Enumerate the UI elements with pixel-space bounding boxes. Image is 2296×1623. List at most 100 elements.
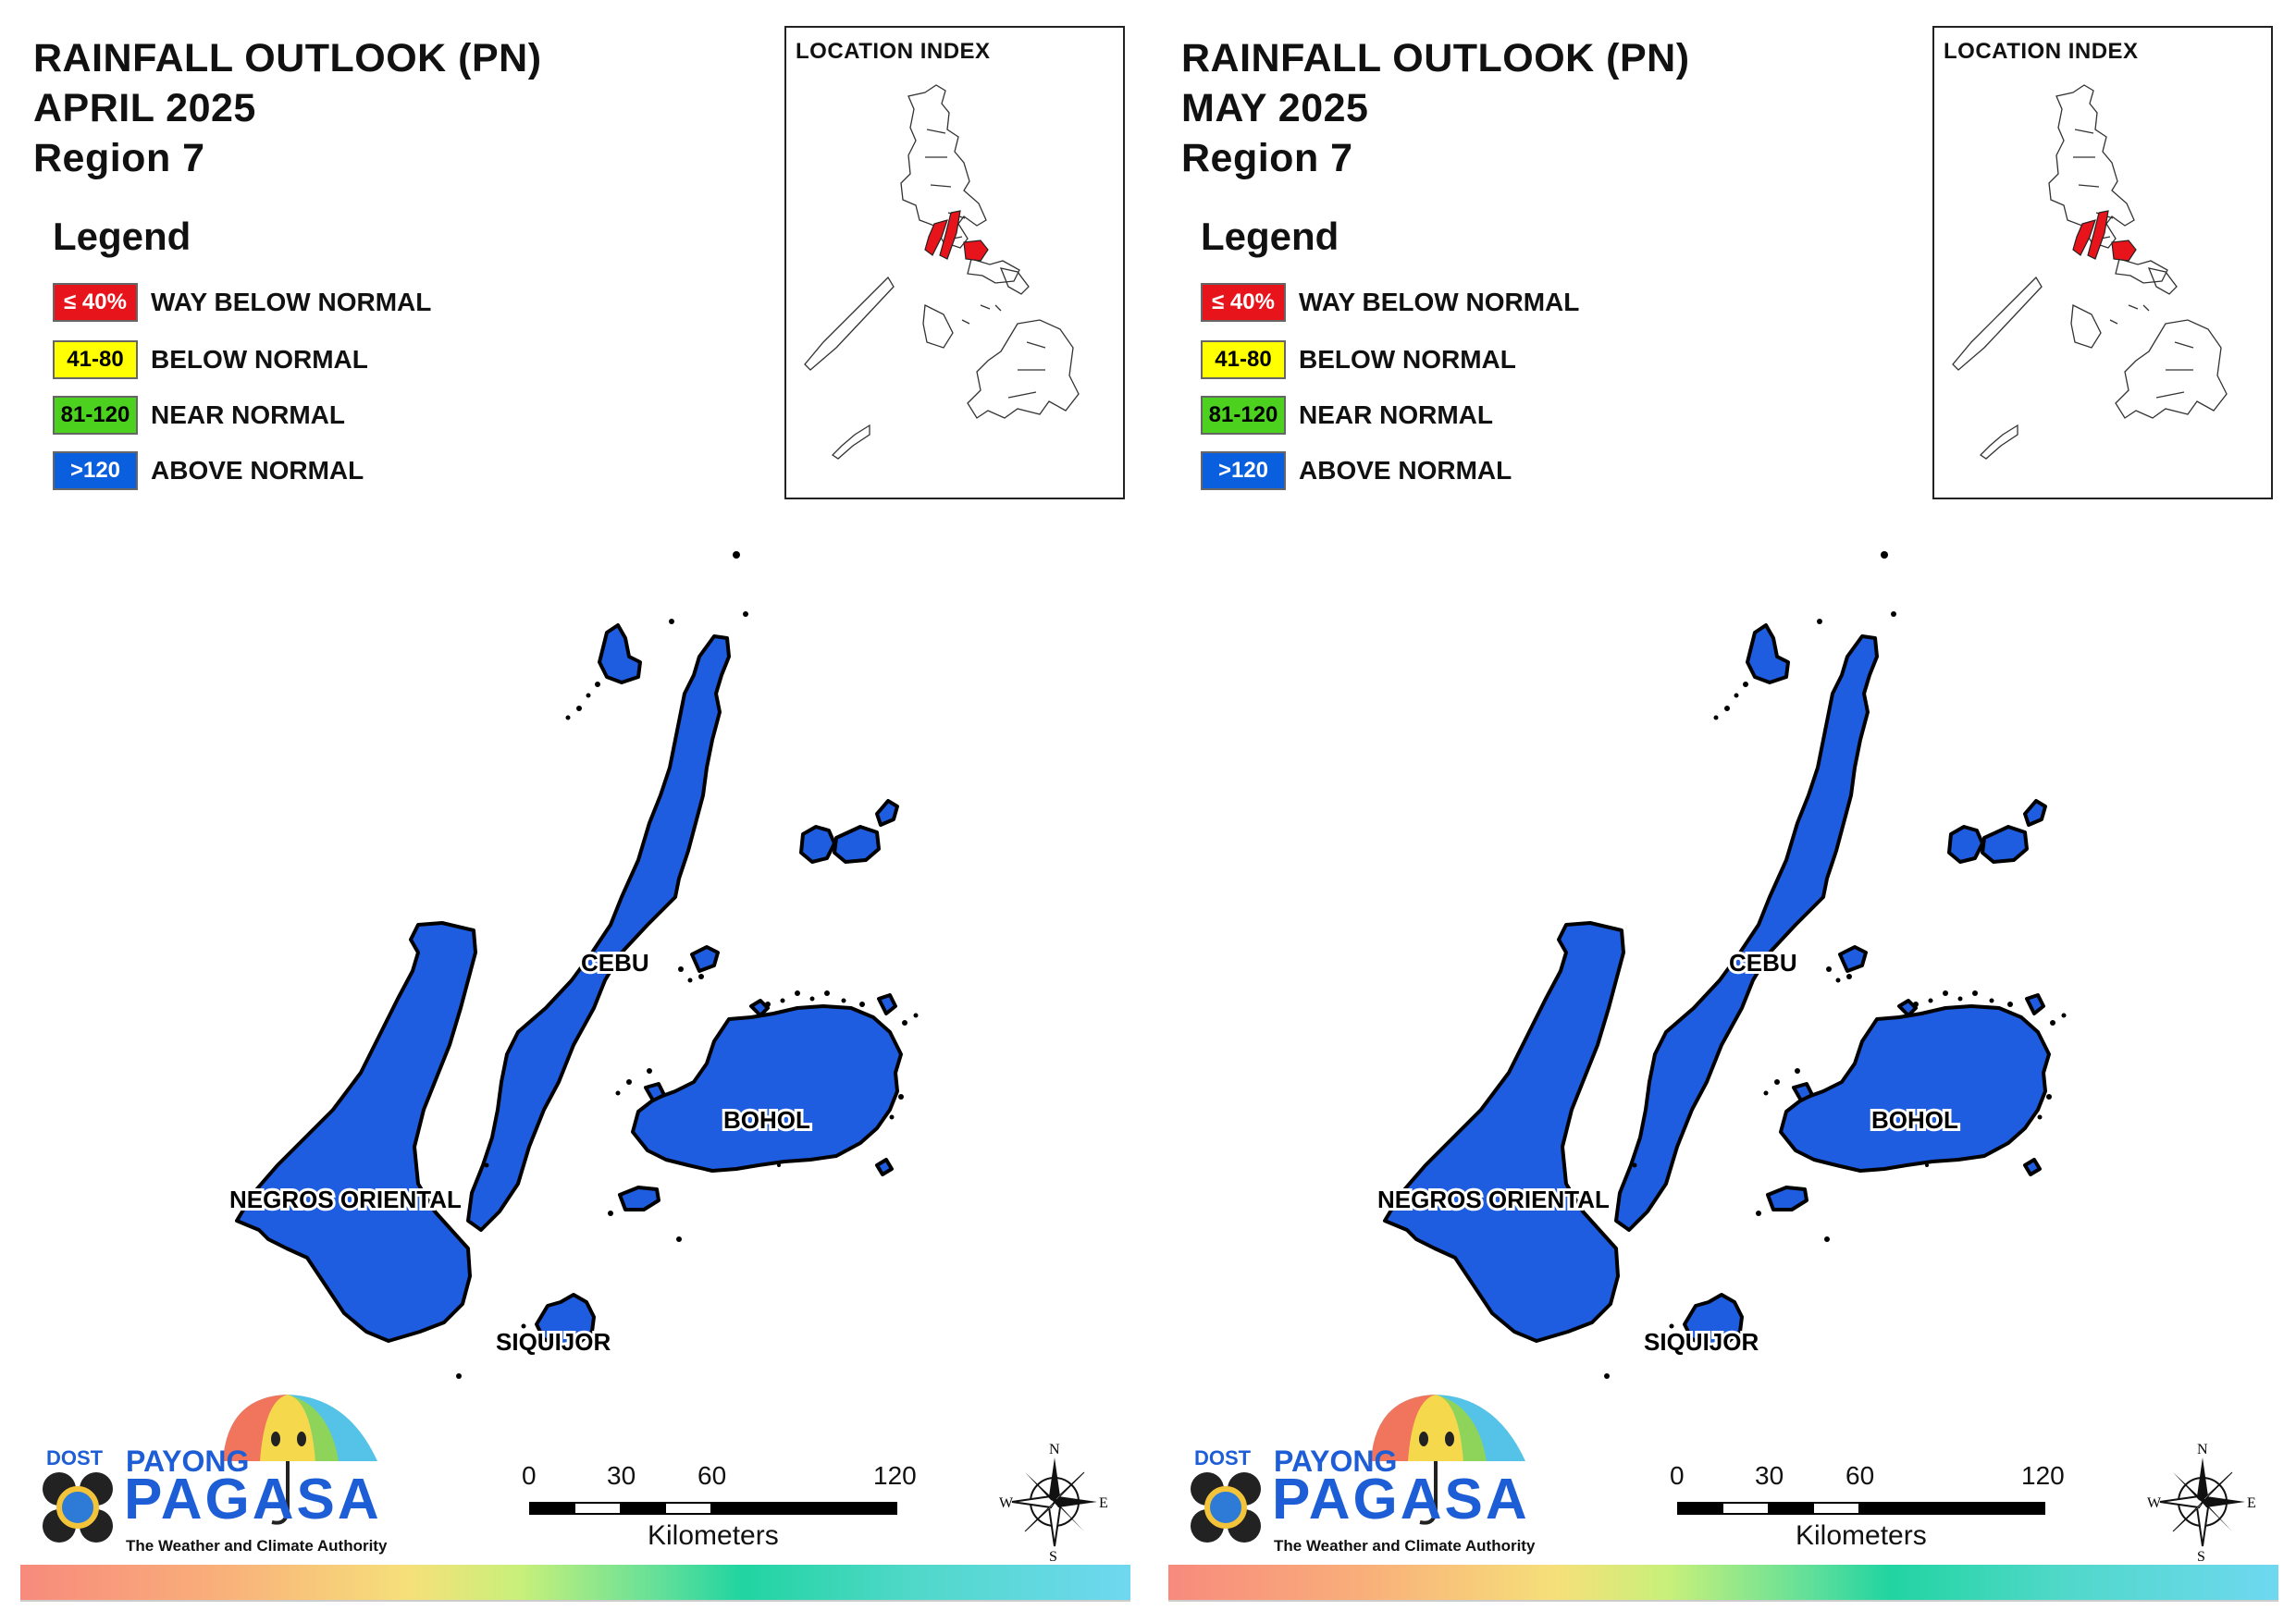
gradient-footer-strip bbox=[20, 1565, 1130, 1600]
region-7-map: CEBU BOHOL NEGROS ORIENTAL SIQUIJOR bbox=[227, 551, 919, 1379]
province-label-siquijor: SIQUIJOR bbox=[496, 1328, 611, 1356]
compass-s: S bbox=[1049, 1549, 1057, 1563]
province-label-negros-oriental: NEGROS ORIENTAL bbox=[1377, 1186, 1610, 1213]
gradient-footer-strip bbox=[1168, 1565, 2278, 1600]
legend-label: WAY BELOW NORMAL bbox=[1299, 288, 1580, 316]
province-label-cebu: CEBU bbox=[581, 949, 649, 977]
pagasa-label: PAGASA bbox=[124, 1468, 382, 1531]
cebu-shape bbox=[1614, 634, 1879, 1232]
siquijor-shape bbox=[1683, 1293, 1744, 1348]
scale-tick-0: 0 bbox=[522, 1461, 537, 1490]
scale-tick-120: 120 bbox=[873, 1461, 917, 1490]
province-label-cebu: CEBU bbox=[1729, 949, 1797, 977]
title-line-1: RAINFALL OUTLOOK (PN) bbox=[1181, 36, 1690, 80]
legend-item-near: 81-120 NEAR NORMAL bbox=[1201, 394, 1493, 436]
legend-title: Legend bbox=[1201, 215, 1339, 258]
location-index-inset: LOCATION INDEX bbox=[1932, 26, 2273, 499]
pagasa-logo: DOST PAYONG PAGASA The Weather and Clima… bbox=[1181, 1387, 1536, 1563]
cebu-shape bbox=[466, 634, 731, 1232]
compass-w: W bbox=[999, 1495, 1014, 1511]
compass-e: E bbox=[1099, 1495, 1108, 1511]
legend-item-below: 41-80 BELOW NORMAL bbox=[53, 338, 368, 381]
scale-bar: 0 30 60 120 Kilometers bbox=[1670, 1461, 2065, 1563]
title-region: Region 7 bbox=[33, 136, 205, 180]
legend-label: BELOW NORMAL bbox=[1299, 345, 1516, 374]
scale-bar-graphic bbox=[529, 1502, 897, 1515]
pamilacan-island-shape bbox=[618, 1186, 660, 1211]
title-region: Region 7 bbox=[1181, 136, 1353, 180]
islet-shape bbox=[877, 993, 897, 1015]
philippines-outline-map bbox=[1952, 84, 2228, 460]
province-label-siquijor: SIQUIJOR bbox=[1644, 1328, 1759, 1356]
legend-title: Legend bbox=[53, 215, 191, 258]
location-index-title: LOCATION INDEX bbox=[796, 39, 991, 64]
bohol-shape bbox=[1779, 1004, 2051, 1173]
scale-tick-120: 120 bbox=[2021, 1461, 2065, 1490]
islet-shape bbox=[749, 999, 770, 1017]
region-7-highlight bbox=[924, 210, 989, 262]
scale-tick-30: 30 bbox=[607, 1461, 636, 1490]
legend-label: ABOVE NORMAL bbox=[151, 456, 364, 485]
islet-shape bbox=[1897, 999, 1918, 1017]
scale-tick-30: 30 bbox=[1755, 1461, 1784, 1490]
pagasa-label: PAGASA bbox=[1272, 1468, 1530, 1531]
legend-swatch: >120 bbox=[1201, 451, 1286, 490]
scale-unit: Kilometers bbox=[1796, 1520, 1927, 1551]
outlook-panel-1: RAINFALL OUTLOOK (PN) APRIL 2025 Region … bbox=[20, 26, 1130, 1602]
compass-s: S bbox=[2197, 1549, 2205, 1563]
bohol-shape bbox=[631, 1004, 903, 1173]
camotes-island-shape bbox=[833, 825, 881, 864]
legend-label: ABOVE NORMAL bbox=[1299, 456, 1512, 485]
legend-item-way-below: ≤ 40% WAY BELOW NORMAL bbox=[1201, 281, 1579, 324]
scale-tick-0: 0 bbox=[1670, 1461, 1685, 1490]
location-index-title: LOCATION INDEX bbox=[1944, 39, 2139, 64]
legend-label: WAY BELOW NORMAL bbox=[151, 288, 432, 316]
legend-item-near: 81-120 NEAR NORMAL bbox=[53, 394, 345, 436]
outlook-panel-2: RAINFALL OUTLOOK (PN) MAY 2025 Region 7 … bbox=[1148, 0, 2296, 1623]
islet-shape bbox=[644, 1082, 666, 1102]
legend-label: NEAR NORMAL bbox=[1299, 400, 1493, 429]
map-title: RAINFALL OUTLOOK (PN) MAY 2025 Region 7 bbox=[1181, 33, 1690, 183]
legend-item-below: 41-80 BELOW NORMAL bbox=[1201, 338, 1516, 381]
province-label-negros-oriental: NEGROS ORIENTAL bbox=[229, 1186, 462, 1213]
camotes-island-shape bbox=[2023, 799, 2047, 827]
north-arrow-icon: N S W E bbox=[999, 1442, 1110, 1568]
philippines-outline-map bbox=[804, 84, 1080, 460]
tagline: The Weather and Climate Authority bbox=[1274, 1537, 1536, 1555]
scale-tick-60: 60 bbox=[697, 1461, 727, 1490]
payong-label: PAYONG bbox=[1274, 1445, 1398, 1478]
legend-item-way-below: ≤ 40% WAY BELOW NORMAL bbox=[53, 281, 431, 324]
bantayan-island-shape bbox=[598, 623, 642, 684]
payong-label: PAYONG bbox=[126, 1445, 250, 1478]
dost-label: DOST bbox=[1194, 1446, 1252, 1469]
islet-shape bbox=[875, 1158, 894, 1176]
bantayan-island-shape bbox=[1746, 623, 1790, 684]
olango-island-shape bbox=[690, 945, 720, 973]
scale-bar-graphic bbox=[1677, 1502, 2045, 1515]
title-month: APRIL 2025 bbox=[33, 86, 256, 130]
scale-unit: Kilometers bbox=[648, 1520, 779, 1551]
legend-swatch: 81-120 bbox=[53, 396, 138, 435]
province-label-bohol: BOHOL bbox=[723, 1106, 810, 1134]
pagasa-logo: DOST PAYONG PAGASA The Weather and Clima… bbox=[33, 1387, 387, 1563]
legend-swatch: 41-80 bbox=[53, 340, 138, 379]
compass-n: N bbox=[1049, 1443, 1060, 1457]
legend-swatch: >120 bbox=[53, 451, 138, 490]
legend-swatch: ≤ 40% bbox=[53, 283, 138, 322]
scale-bar: 0 30 60 120 Kilometers bbox=[522, 1461, 917, 1563]
camotes-island-shape bbox=[1981, 825, 2029, 864]
north-arrow-icon: N S W E bbox=[2147, 1442, 2258, 1568]
scale-tick-60: 60 bbox=[1845, 1461, 1875, 1490]
legend-item-above: >120 ABOVE NORMAL bbox=[1201, 449, 1512, 492]
footer-divider bbox=[1168, 1600, 2278, 1602]
compass-w: W bbox=[2147, 1495, 2162, 1511]
region-7-highlight bbox=[2072, 210, 2137, 262]
camotes-island-shape bbox=[1947, 825, 1984, 864]
umbrella-icon bbox=[43, 1395, 377, 1543]
pamilacan-island-shape bbox=[1766, 1186, 1808, 1211]
legend-swatch: ≤ 40% bbox=[1201, 283, 1286, 322]
negros-oriental-shape bbox=[1383, 921, 1625, 1343]
siquijor-shape bbox=[535, 1293, 596, 1348]
title-month: MAY 2025 bbox=[1181, 86, 1369, 130]
legend-swatch: 41-80 bbox=[1201, 340, 1286, 379]
